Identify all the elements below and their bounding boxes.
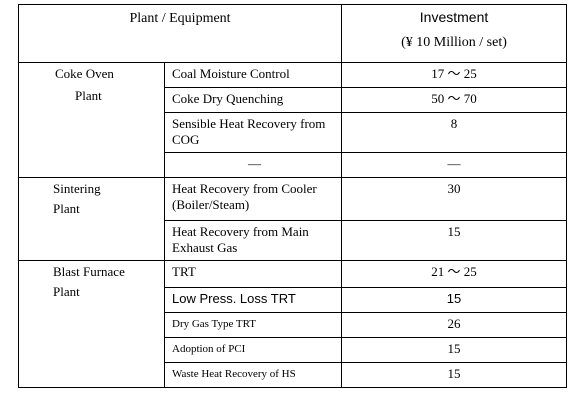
equipment-cell: Dry Gas Type TRT bbox=[163, 312, 343, 338]
investment-value: 50 ～ 70 bbox=[341, 87, 568, 113]
plant-name-line2: Plant bbox=[75, 88, 102, 103]
investment-value: 8 bbox=[341, 112, 568, 153]
equipment-cell: Sensible Heat Recovery from COG bbox=[163, 112, 343, 153]
equipment-cell: Adoption of PCI bbox=[163, 337, 343, 363]
plant-name-line1: Coke Oven bbox=[55, 66, 114, 81]
table-row: Dry Gas Type TRT 26 bbox=[19, 312, 568, 338]
equipment-cell: Heat Recovery from Cooler (Boiler/Steam) bbox=[163, 177, 343, 221]
table-row: Sensible Heat Recovery from COG 8 bbox=[19, 112, 568, 153]
table-row: Adoption of PCI 15 bbox=[19, 337, 568, 363]
header-plant-equipment: Plant / Equipment bbox=[17, 4, 343, 63]
table-row: Coke Dry Quenching 50 ～ 70 bbox=[19, 87, 568, 113]
plant-sintering: Sintering Plant bbox=[18, 177, 165, 261]
investment-value: 21 ～ 25 bbox=[341, 260, 568, 288]
investment-value: 30 bbox=[341, 177, 568, 221]
plant-name-line1: Sintering bbox=[53, 181, 101, 196]
equipment-cell: Coke Dry Quenching bbox=[163, 87, 343, 113]
investment-value: 15 bbox=[341, 220, 568, 261]
equipment-cell: Low Press. Loss TRT bbox=[163, 287, 343, 313]
plant-coke-oven: Coke Oven Plant bbox=[18, 62, 165, 178]
table-row: Low Press. Loss TRT 15 bbox=[19, 287, 568, 313]
table-row: Coke Oven Plant Coal Moisture Control 17… bbox=[18, 62, 568, 178]
equipment-cell: Heat Recovery from Main Exhaust Gas bbox=[163, 220, 343, 261]
investment-value: — bbox=[341, 152, 568, 178]
investment-value: 15 bbox=[341, 287, 568, 313]
table-row: Sintering Plant Heat Recovery from Coole… bbox=[18, 177, 568, 261]
plant-name-line2: Plant bbox=[53, 284, 80, 299]
plant-name-line2: Plant bbox=[53, 201, 80, 216]
investment-table: Plant / Equipment Investment (¥ 10 Milli… bbox=[17, 4, 568, 388]
equipment-cell: — bbox=[163, 152, 343, 178]
equipment-cell: TRT bbox=[163, 260, 343, 288]
header-investment: Investment (¥ 10 Million / set) bbox=[341, 4, 568, 63]
header-row: Plant / Equipment Investment (¥ 10 Milli… bbox=[17, 4, 568, 63]
investment-value: 26 bbox=[341, 312, 568, 338]
table-row: Blast Furnace Plant TRT 21 ～ 25 bbox=[18, 260, 568, 388]
header-investment-title: Investment bbox=[419, 9, 489, 25]
investment-value: 15 bbox=[341, 362, 568, 388]
equipment-cell: Waste Heat Recovery of HS bbox=[163, 362, 343, 388]
table-row: — — bbox=[19, 152, 568, 178]
investment-value: 15 bbox=[341, 337, 568, 363]
header-investment-unit: (¥ 10 Million / set) bbox=[401, 35, 507, 50]
plant-blast-furnace: Blast Furnace Plant bbox=[18, 260, 165, 388]
table-row: Waste Heat Recovery of HS 15 bbox=[19, 362, 568, 388]
equipment-cell: Coal Moisture Control bbox=[163, 62, 343, 88]
plant-name-line1: Blast Furnace bbox=[53, 264, 125, 279]
investment-value: 17 ～ 25 bbox=[341, 62, 568, 88]
